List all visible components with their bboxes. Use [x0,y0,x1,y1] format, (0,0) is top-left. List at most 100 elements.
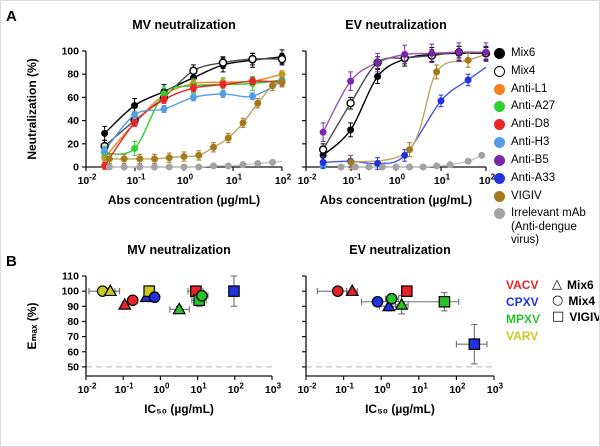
legend-group-mix4: ○ Mix4 [552,293,599,309]
data-point [210,143,218,151]
data-point [401,50,409,58]
svg-text:10-2: 10-2 [78,381,97,396]
point-VACV-Mix6 [345,283,360,296]
svg-text:10-1: 10-1 [115,381,134,396]
filled-circle-marker-icon [494,154,505,166]
data-point [180,153,188,161]
svg-text:100: 100 [177,173,194,188]
square-marker-icon: □ [552,309,565,325]
point-MPXV-VIGIV [438,295,451,308]
filled-circle-marker-icon [494,48,505,59]
data-point [189,84,197,92]
legend-label: Anti-D8 [511,118,550,131]
data-point [248,54,257,64]
legend-label: Anti-A33 [511,171,556,184]
svg-text:60: 60 [67,346,79,358]
marker-shape-legend: △ Mix6 ○ Mix4 □ VIGIV [552,277,599,346]
panel-a-label: A [6,8,17,25]
data-point [351,163,359,171]
series-VIGIV [105,77,286,165]
svg-text:10-2: 10-2 [78,173,97,188]
panel-b: B MV neutralization 10-2 10-1 100 101 102 103 5… [6,243,599,442]
data-point [120,163,128,171]
point-CPXV-Mix4 [148,290,161,303]
legend-virus-vacv: VACV [506,277,539,292]
svg-text:102: 102 [275,173,292,188]
circle-marker-icon: ○ [552,293,564,309]
data-point [189,93,197,101]
legend-label: Mix6 [511,47,536,59]
svg-text:EV neutralization: EV neutralization [345,18,446,32]
svg-text:10-2: 10-2 [298,381,317,396]
data-point [195,163,203,171]
point-VACV-VIGIV [401,284,413,297]
svg-text:EV neutralization: EV neutralization [349,243,450,257]
point-CPXV-Mix6 [382,298,396,311]
svg-text:10-2: 10-2 [298,173,317,188]
legend-virus-varv: VARV [506,328,539,343]
svg-text:Eₘₐₓ (%): Eₘₐₓ (%) [25,302,39,349]
mv-potency-scatter-svg: MV neutralization 10-2 10-1 100 101 102 103 50 6… [25,243,282,416]
legend-label: VIGIV [511,189,542,202]
data-point [269,82,277,90]
svg-text:Abs concentration (µg/mL): Abs concentration (µg/mL) [108,193,260,207]
svg-text:100: 100 [61,46,79,58]
data-point [165,163,173,171]
data-point [464,157,472,165]
data-point [136,163,144,171]
data-point [347,158,355,166]
legend-virus-cpxv: CPXV [506,294,539,309]
point-CPXV-VIGIV [468,337,481,350]
data-point [219,90,227,98]
data-point [160,105,168,113]
data-point [165,154,173,162]
svg-text:80: 80 [67,69,79,81]
data-point [346,98,355,108]
triangle-marker-icon: △ [552,277,563,293]
mv-dose-response-svg: MV neutralization 10-2 10-1 100 101 102 0 20 40 6… [25,18,292,207]
svg-text:110: 110 [62,270,79,282]
data-point [150,155,158,163]
data-point [150,163,158,171]
data-point [219,81,227,89]
svg-text:103: 103 [265,381,282,396]
data-point [160,90,168,98]
point-VACV-Mix4 [331,284,344,297]
point-CPXV-Mix4 [371,295,384,308]
svg-text:Neutralization (%): Neutralization (%) [25,58,39,159]
svg-text:50: 50 [67,361,79,373]
svg-text:102: 102 [449,381,466,396]
svg-text:IC₅₀ (µg/mL): IC₅₀ (µg/mL) [365,402,435,416]
data-point [105,163,113,171]
mv-dose-response-chart: MV neutralization 10-2 10-1 100 101 102 0 20 40 6… [22,7,294,234]
data-point [406,146,414,154]
panel-a: A MV neutralization 10-2 10-1 100 101 102 0 20 4… [6,7,599,252]
data-point [482,48,490,56]
point-CPXV-VIGIV [228,284,240,297]
data-point [392,163,400,171]
data-point [278,78,286,86]
data-point [254,160,262,168]
svg-text:Abs concentration (µg/mL): Abs concentration (µg/mL) [320,193,472,207]
legend-group-mix6: △ Mix6 [552,277,599,293]
open-circle-marker-icon [494,65,505,77]
point-MPXV-Mix4 [196,289,208,302]
svg-text:0: 0 [73,162,79,174]
legend-item-anti-a33: Anti-A33 [494,171,599,185]
data-point [224,162,232,170]
virus-group-legend: VACV CPXV MPXV VARV △ Mix6 ○ Mix4 □ VIGIV [506,252,599,346]
data-point [337,163,345,171]
filled-circle-marker-icon [494,190,505,202]
filled-circle-marker-icon [494,208,505,220]
svg-text:103: 103 [487,381,504,396]
svg-text:101: 101 [191,381,208,396]
legend-group-vigiv: □ VIGIV [552,309,599,325]
legend-item-anti-d8: Anti-D8 [494,118,599,131]
data-point [131,144,139,152]
panel-b-label: B [6,252,17,270]
legend-label: Anti-H3 [511,136,550,149]
data-point [437,97,445,105]
point-VACV-Mix6 [117,297,132,310]
svg-text:100: 100 [374,381,391,396]
series-Anti-B5 [319,42,490,142]
